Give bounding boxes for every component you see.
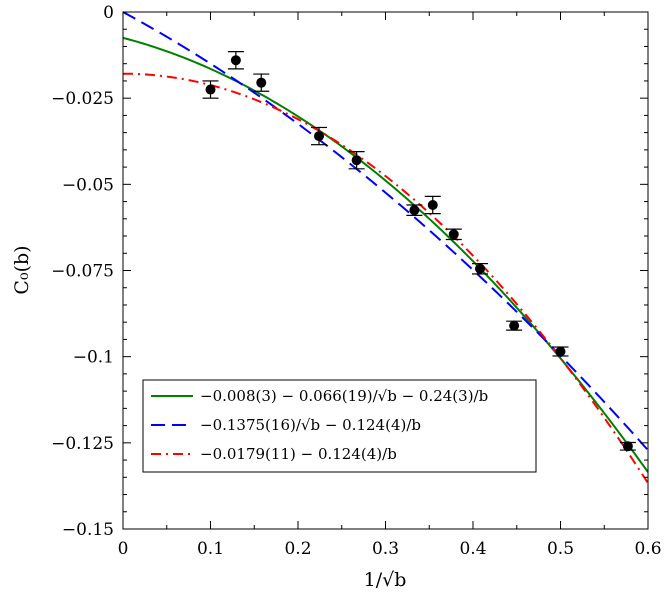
point-marker: [230, 55, 241, 66]
x-tick-label: 0.5: [547, 539, 574, 559]
point-marker: [314, 131, 324, 142]
point-marker: [622, 441, 633, 452]
data-point-2: [227, 51, 244, 70]
point-marker: [409, 205, 420, 216]
data-point-3: [253, 73, 270, 92]
y-tick-label: −0.1: [73, 348, 114, 368]
legend: −0.008(3) − 0.066(19)/√b − 0.24(3)/b −0.1…: [142, 379, 537, 473]
x-tick-label: 0.2: [284, 539, 311, 559]
point-marker: [555, 346, 566, 357]
data-point-6: [406, 204, 423, 216]
x-tick-label: 0.1: [197, 539, 224, 559]
y-tick-labels: 0 −0.025 −0.05 −0.075 −0.1 −0.125 −0.15: [51, 3, 114, 540]
point-marker: [351, 155, 362, 166]
axis-ticks: [122, 11, 649, 530]
data-point-5: [348, 150, 365, 170]
fit-curve-1: [122, 36, 649, 473]
legend-label-3: −0.0179(11) − 0.124(4)/b: [200, 445, 397, 463]
x-tick-labels: 0 0.1 0.2 0.3 0.4 0.5 0.6: [118, 539, 662, 559]
y-tick-label: −0.025: [51, 89, 114, 109]
legend-label-1: −0.008(3) − 0.066(19)/√b − 0.24(3)/b: [200, 387, 488, 405]
data-point-1: [202, 80, 219, 99]
data-point-7: [424, 195, 441, 215]
point-marker: [448, 229, 459, 240]
x-tick-label: 0.4: [459, 539, 486, 559]
legend-label-2: −0.1375(16)/√b − 0.124(4)/b: [200, 416, 421, 434]
legend-box: [142, 379, 537, 473]
data-point-12: [619, 441, 636, 452]
x-tick-label: 0: [118, 539, 129, 559]
data-point-10: [506, 320, 523, 331]
y-tick-label: 0: [103, 3, 114, 23]
data-points: [202, 51, 636, 452]
data-point-4: [311, 126, 327, 146]
point-marker: [475, 263, 485, 274]
y-axis-label: C₀(b): [11, 245, 33, 294]
x-tick-label: 0.6: [634, 539, 661, 559]
point-marker: [256, 77, 267, 88]
data-point-8: [445, 228, 462, 241]
point-marker: [205, 84, 216, 95]
x-axis-label: 1/√b: [364, 569, 407, 591]
y-tick-label: −0.05: [62, 175, 114, 195]
point-marker: [427, 200, 438, 211]
data-point-11: [552, 346, 569, 357]
y-tick-label: −0.125: [51, 434, 114, 454]
y-tick-label: −0.075: [51, 262, 114, 282]
data-point-9: [472, 263, 488, 275]
y-tick-label: −0.15: [62, 520, 114, 540]
point-marker: [509, 320, 520, 331]
x-tick-label: 0.3: [372, 539, 399, 559]
